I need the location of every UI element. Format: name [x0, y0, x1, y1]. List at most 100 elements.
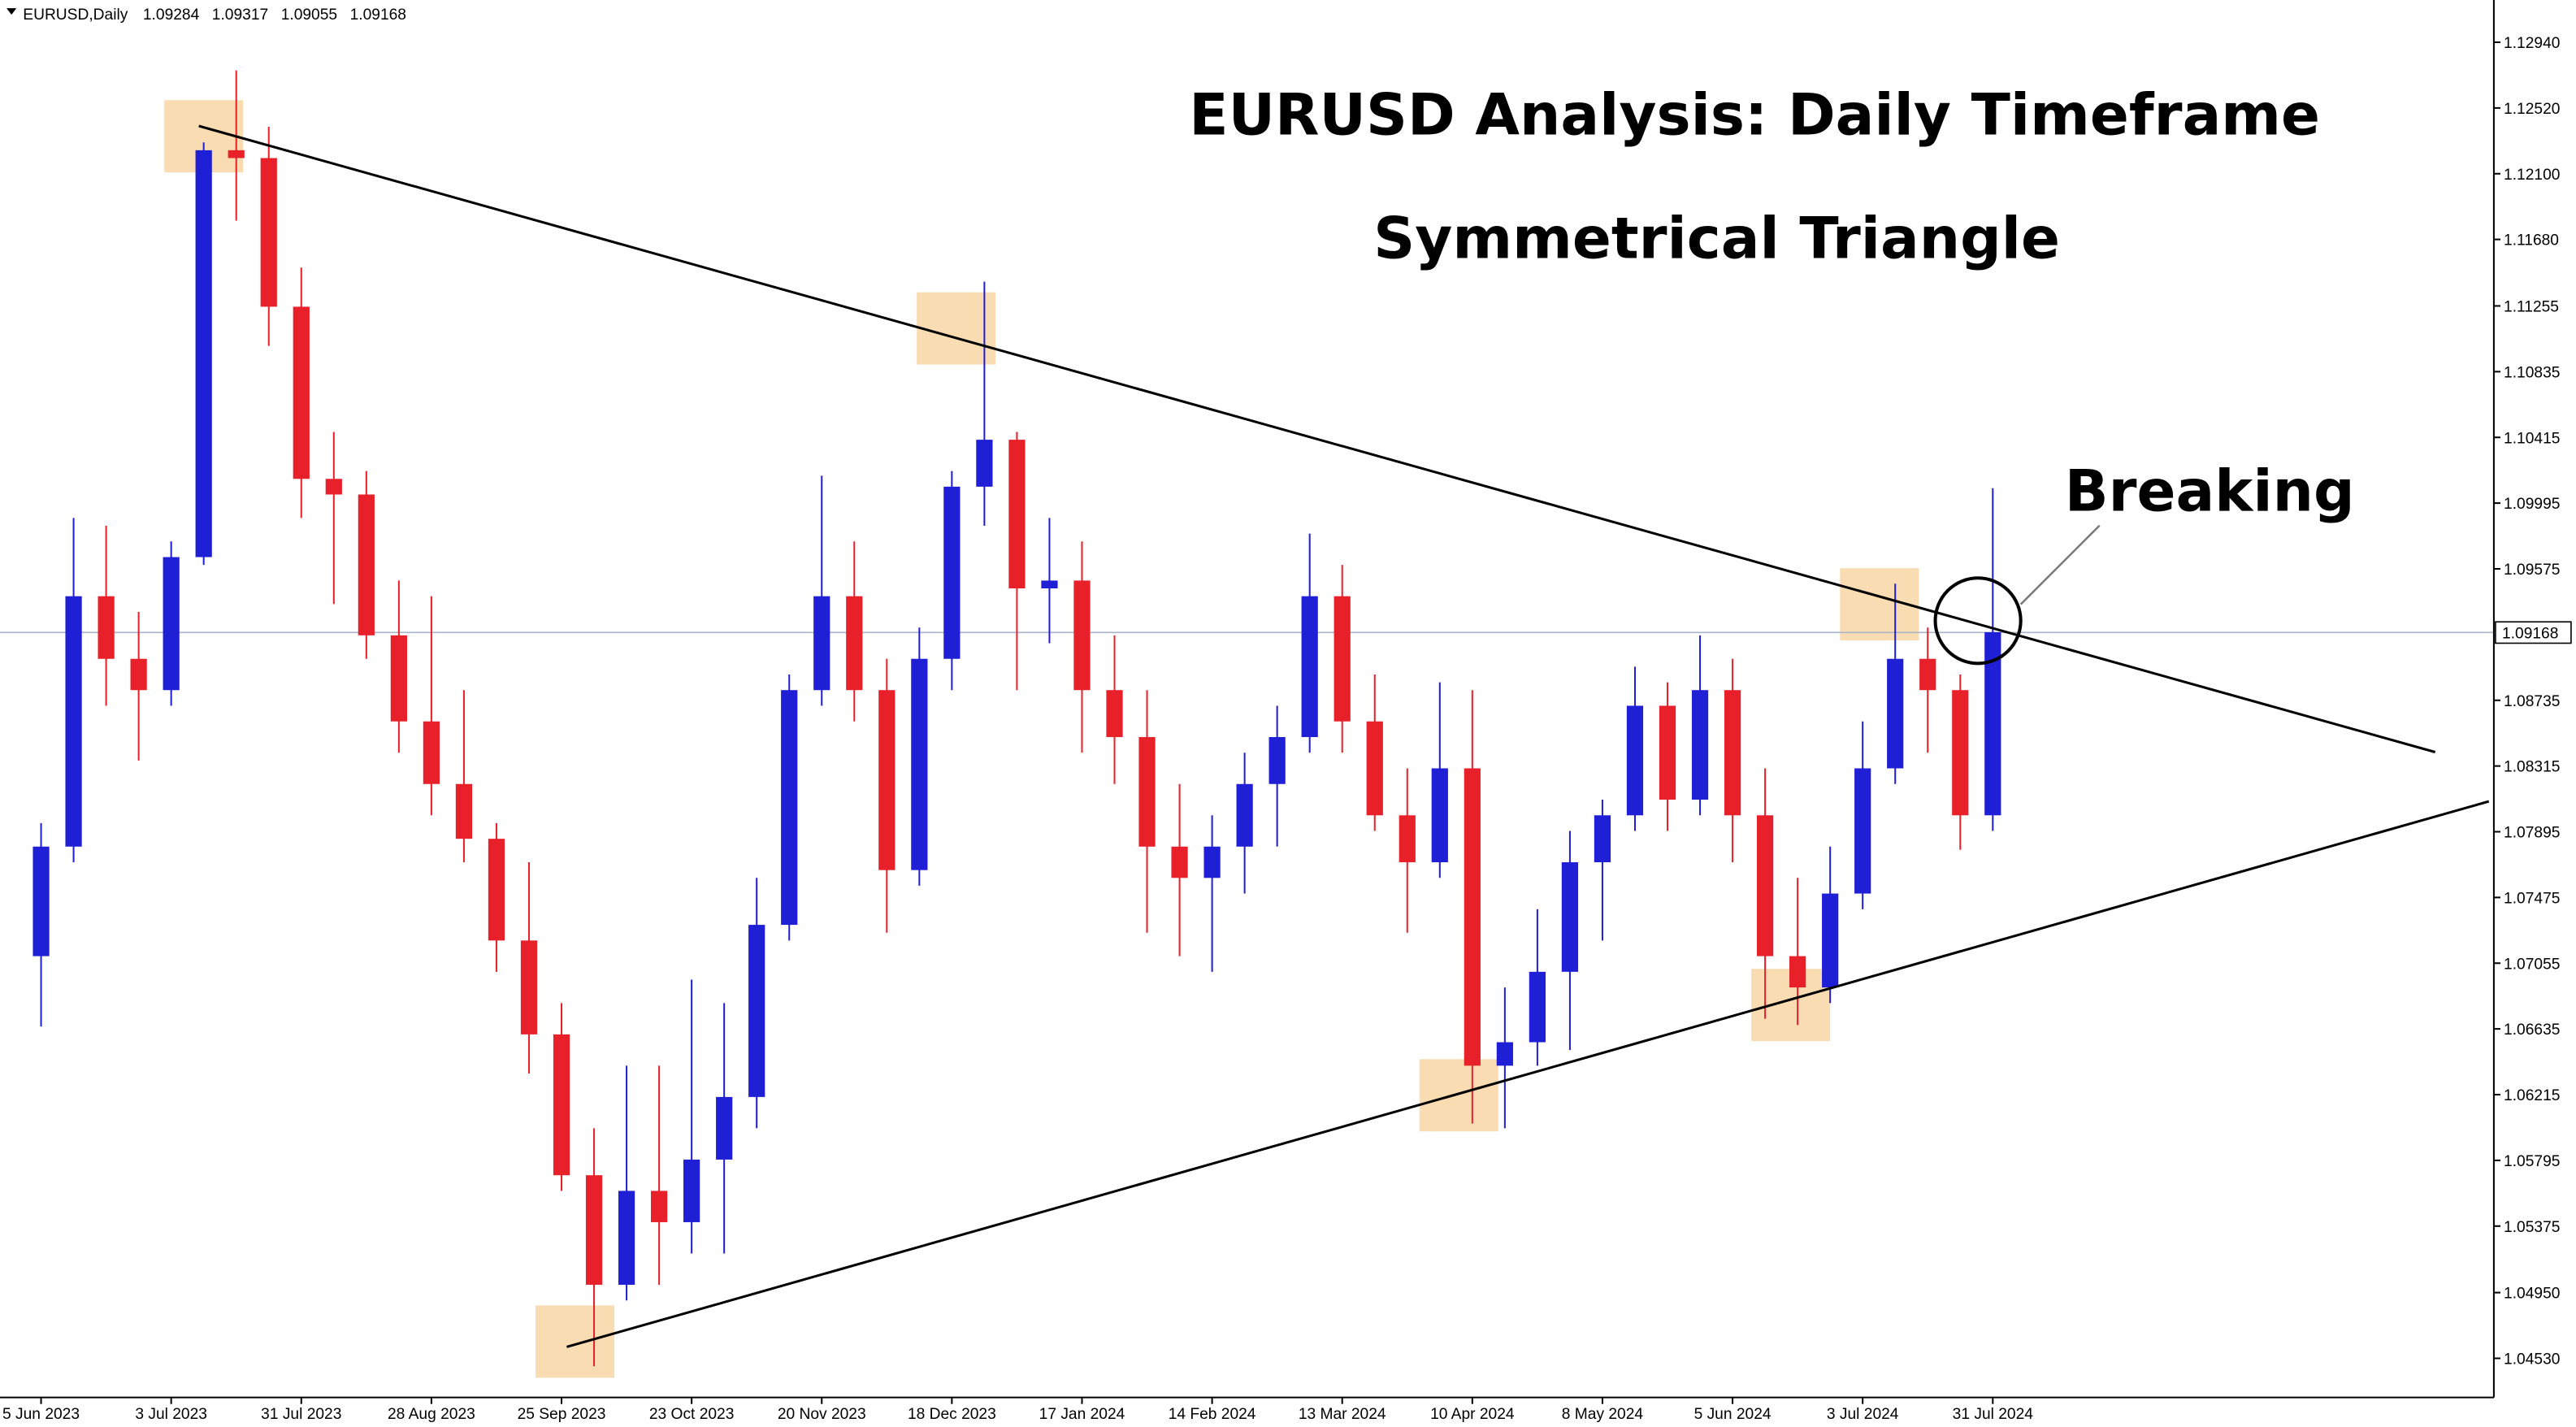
y-tick-label: 1.04530 [2504, 1351, 2560, 1368]
highlight-boxes [164, 100, 1919, 1378]
candle-body [1919, 658, 1936, 691]
candle-body [1106, 690, 1123, 737]
break-circle [1933, 576, 2023, 666]
candle-body [1203, 846, 1221, 878]
candle-body [228, 150, 245, 158]
x-tick-label: 3 Jul 2024 [1827, 1406, 1899, 1423]
y-tick-label: 1.08315 [2504, 759, 2560, 776]
x-tick-label: 14 Feb 2024 [1169, 1406, 1256, 1423]
candle-body [423, 721, 440, 784]
trendline [566, 800, 2490, 1348]
candle-body [1399, 815, 1416, 863]
annotation-arrow [2019, 524, 2101, 605]
candle-body [358, 494, 375, 635]
candle-body [911, 658, 928, 870]
y-tick-label: 1.09575 [2504, 562, 2560, 579]
header-value: 1.09284 [143, 7, 200, 24]
y-tick-label: 1.05375 [2504, 1219, 2560, 1236]
x-tick-label: 5 Jun 2024 [1694, 1406, 1772, 1423]
candle-body [260, 158, 277, 307]
header-value: 1.09055 [281, 7, 337, 24]
candle-body [163, 557, 180, 691]
menu-arrow [7, 8, 17, 15]
chart-title: EURUSD Analysis: Daily Timeframe [1189, 81, 2320, 149]
y-tick-label: 1.11255 [2504, 299, 2559, 316]
candle-body [1138, 736, 1156, 847]
candle-body [1008, 440, 1026, 589]
candle-body [1626, 705, 1644, 816]
candle-body [1073, 580, 1091, 691]
x-tick-label: 5 Jun 2023 [2, 1406, 80, 1423]
candle-body [650, 1191, 668, 1222]
candle-body [976, 440, 993, 487]
candle-body [65, 596, 82, 847]
candle-body [618, 1191, 635, 1285]
candle-body [1756, 815, 1774, 956]
y-tick-label: 1.12940 [2504, 35, 2560, 52]
trendline [198, 124, 2436, 753]
candle-body [1334, 596, 1351, 722]
y-tick-label: 1.04950 [2504, 1286, 2560, 1303]
candle-body [943, 486, 961, 659]
candle-body [1724, 690, 1741, 816]
highlight-box [1419, 1059, 1498, 1132]
candle-body [1431, 768, 1448, 863]
y-tick-label: 1.07055 [2504, 956, 2560, 973]
y-tick-label: 1.09995 [2504, 496, 2560, 513]
candle-body [1789, 956, 1806, 988]
header-value: 1.09168 [350, 7, 406, 24]
header-value: 1.09317 [212, 7, 268, 24]
annotation: Breaking [2065, 457, 2355, 524]
x-tick-label: 17 Jan 2024 [1039, 1406, 1125, 1423]
candle-body [520, 940, 538, 1034]
candle-body [1984, 631, 2001, 816]
current-price-label: 1.09168 [2502, 625, 2558, 642]
x-tick-label: 25 Sep 2023 [518, 1406, 606, 1423]
x-tick-label: 10 Apr 2024 [1430, 1406, 1515, 1423]
candle-body [1041, 580, 1058, 589]
candle-body [716, 1096, 733, 1160]
candle-body [813, 596, 830, 691]
candle-body [1887, 658, 1904, 769]
highlight-box [917, 292, 996, 365]
candle-body [585, 1175, 603, 1285]
y-tick-label: 1.12100 [2504, 167, 2560, 184]
candle-body [781, 690, 798, 926]
y-tick-label: 1.06215 [2504, 1087, 2560, 1104]
candle-body [1301, 596, 1318, 737]
candle-body [1236, 783, 1253, 847]
y-tick-label: 1.10835 [2504, 364, 2560, 381]
x-tick-label: 31 Jul 2024 [1953, 1406, 2034, 1423]
candle-body [195, 150, 212, 557]
candle-body [1464, 768, 1481, 1066]
chart-subtitle: Symmetrical Triangle [1373, 204, 2060, 271]
candle-body [1691, 690, 1709, 800]
candle-body [488, 839, 505, 941]
candle-body [683, 1159, 700, 1222]
x-tick-label: 31 Jul 2023 [261, 1406, 341, 1423]
candle-body [130, 658, 147, 691]
plot [0, 70, 2494, 1367]
candle-body [553, 1034, 570, 1176]
candle-body [1822, 893, 1839, 988]
y-tick-label: 1.07895 [2504, 825, 2560, 842]
candle-body [390, 635, 407, 722]
candle-body [325, 479, 342, 495]
candle-body [1268, 736, 1286, 784]
candle-body [748, 925, 765, 1097]
y-tick-label: 1.07475 [2504, 890, 2560, 907]
candle-body [455, 783, 473, 839]
candle-body [98, 596, 115, 659]
candle-body [1171, 846, 1188, 878]
y-tick-label: 1.12520 [2504, 101, 2560, 118]
y-tick-label: 1.08735 [2504, 693, 2560, 710]
candle-body [1496, 1042, 1513, 1066]
candle-body [1952, 690, 1969, 816]
x-tick-label: 8 May 2024 [1562, 1406, 1644, 1423]
candle-body [33, 846, 50, 956]
y-tick-label: 1.11680 [2504, 232, 2559, 249]
x-tick-label: 23 Oct 2023 [649, 1406, 735, 1423]
y-tick-label: 1.06635 [2504, 1021, 2560, 1039]
